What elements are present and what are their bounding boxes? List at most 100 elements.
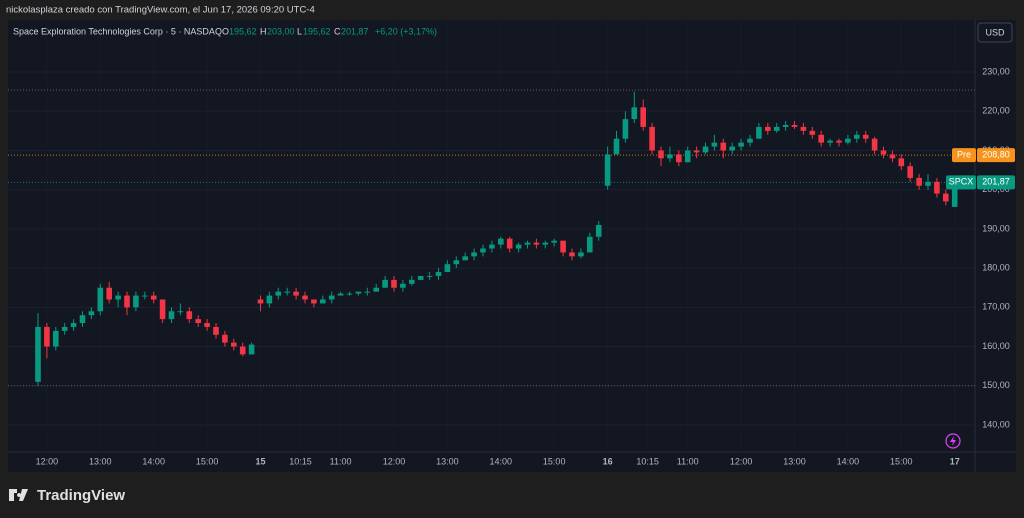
candle-body (319, 299, 326, 304)
candle-body (408, 279, 415, 284)
candle-body (649, 126, 655, 151)
legend: Space Exploration Technologies Corp · 5 … (13, 26, 437, 36)
candle-body (622, 119, 629, 139)
candle-body (889, 154, 896, 159)
y-tick-label: 140,00 (982, 419, 1010, 429)
candle-body (391, 279, 397, 288)
candle-body (818, 134, 825, 143)
x-tick-label: 12:00 (383, 456, 406, 466)
c-key: C (334, 26, 341, 36)
y-tick-label: 160,00 (982, 341, 1010, 351)
candle-body (435, 272, 442, 276)
candle-body (400, 283, 406, 288)
x-tick-label: 15:00 (543, 456, 566, 466)
x-tick-label: 12:00 (36, 456, 59, 466)
tag-value: 201,87 (982, 177, 1010, 187)
candle-body (595, 224, 602, 237)
candle-body (61, 326, 68, 331)
candle-body (88, 311, 95, 316)
candle-body (693, 150, 700, 153)
candle-body (346, 293, 353, 295)
caption: nickolasplaza creado con TradingView.com… (6, 5, 315, 16)
candle-body (943, 193, 949, 202)
candle-body (239, 346, 246, 355)
candle-body (907, 166, 914, 178)
candle-body (862, 134, 869, 139)
candle-body (293, 291, 299, 296)
currency: USD (985, 27, 1005, 37)
o-value: 195,62 (229, 26, 257, 36)
candle-body (498, 238, 504, 245)
y-tick-label: 190,00 (982, 223, 1010, 233)
candle-body (275, 291, 282, 296)
candle-body (364, 291, 371, 293)
x-tick-label: 15:00 (890, 456, 913, 466)
candle-body (765, 126, 771, 131)
candle-body (70, 323, 77, 327)
candle-body (444, 264, 451, 273)
candle-body (880, 150, 887, 155)
candle-body (133, 295, 139, 308)
candle-body (489, 244, 495, 249)
change: +6,20 (+3,17%) (375, 26, 437, 36)
logo-mark (9, 489, 28, 501)
x-tick-label: 17 (950, 456, 960, 466)
symbol: Space Exploration Technologies Corp · 5 … (13, 26, 222, 36)
tag-name: Pre (957, 150, 971, 160)
x-tick-label: 13:00 (783, 456, 806, 466)
l-key: L (297, 26, 302, 36)
l-value: 195,62 (303, 26, 331, 36)
candle-body (186, 311, 193, 320)
candle-body (417, 275, 424, 280)
events-icon[interactable] (945, 433, 961, 449)
candle-body (462, 256, 469, 261)
x-tick-label: 14:00 (490, 456, 513, 466)
candle-body (569, 252, 575, 257)
logo: TradingView (9, 487, 125, 504)
candle-body (747, 138, 753, 143)
h-key: H (260, 26, 267, 36)
candle-body (141, 295, 148, 297)
x-tick-label: 13:00 (436, 456, 459, 466)
candle-body (52, 330, 59, 347)
candle-body (836, 140, 842, 143)
x-tick-label: 10:15 (636, 456, 659, 466)
candle-body (106, 287, 112, 300)
candle-body (845, 138, 851, 143)
x-tick-label: 14:00 (837, 456, 860, 466)
candle-body (328, 295, 335, 300)
candle-body (827, 140, 833, 143)
currency-button[interactable] (977, 22, 1013, 43)
candle-body (871, 138, 878, 151)
y-tick-label: 220,00 (982, 106, 1010, 116)
candle-body (159, 299, 166, 320)
candle-body (266, 295, 273, 304)
x-tick-label: 10:15 (289, 456, 312, 466)
y-tick-label: 170,00 (982, 302, 1010, 312)
y-tick-label: 180,00 (982, 262, 1010, 272)
candle-body (916, 177, 922, 186)
tag-value-box (977, 175, 1015, 190)
candle-body (248, 344, 255, 355)
candle-body (729, 146, 736, 151)
candle-body (177, 311, 184, 313)
tag-name: SPCX (949, 177, 974, 187)
x-tick-label: 15 (255, 456, 265, 466)
candle-body (506, 238, 513, 249)
tag-name-box (952, 148, 976, 163)
candle-body (79, 315, 86, 324)
candle-body (382, 279, 388, 288)
candle-body (480, 248, 486, 253)
candle-body (756, 126, 762, 139)
candle-body (934, 181, 940, 194)
x-tick-label: 14:00 (142, 456, 165, 466)
candle-body (515, 244, 522, 249)
candle-body (257, 299, 264, 304)
candle-body (720, 142, 727, 151)
candle-body (773, 126, 780, 131)
candle-body (738, 142, 744, 147)
candle-body (951, 182, 958, 207)
candle-body (631, 107, 638, 120)
